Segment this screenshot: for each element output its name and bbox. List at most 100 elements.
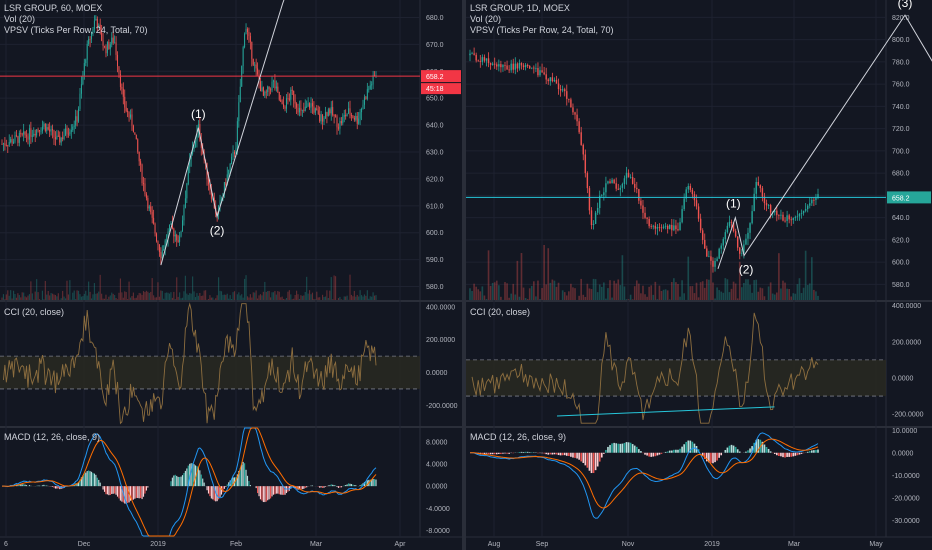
volume-bar	[153, 295, 155, 300]
candle-body	[582, 144, 584, 155]
volume-bar	[648, 286, 650, 300]
candle-body	[520, 62, 523, 66]
macd-histogram-bar	[301, 486, 303, 490]
candle-body	[261, 87, 263, 92]
volume-bar	[245, 275, 247, 300]
macd-histogram-bar	[226, 484, 228, 487]
volume-bar	[675, 282, 677, 300]
macd-signal-line	[1, 427, 377, 537]
macd-histogram-bar	[640, 451, 642, 453]
volume-bar	[518, 296, 521, 300]
volume-bar	[261, 295, 263, 300]
macd-histogram-bar	[209, 486, 211, 497]
right-symbol-title[interactable]: LSR GROUP, 1D, MOEX	[470, 3, 570, 13]
volume-bar	[202, 295, 204, 300]
candle-body	[343, 114, 345, 117]
candle-body	[189, 159, 191, 167]
macd-histogram-bar	[623, 442, 626, 453]
volume-bar	[629, 294, 632, 300]
volume-bar	[775, 292, 778, 300]
left-cci-legend[interactable]: CCI (20, close)	[4, 307, 64, 318]
macd-histogram-bar	[262, 486, 264, 503]
candle-body	[176, 234, 178, 241]
right-cci-label[interactable]: CCI (20, close)	[470, 307, 531, 317]
candle-body	[559, 89, 562, 91]
macd-histogram-bar	[336, 486, 338, 487]
macd-histogram-bar	[747, 450, 749, 453]
macd-tick-label: -4.0000	[426, 506, 450, 513]
macd-signal-line	[469, 438, 819, 509]
volume-bar	[815, 291, 817, 300]
right-cci-legend[interactable]: CCI (20, close)	[470, 307, 530, 318]
volume-bar	[239, 295, 241, 300]
left-macd-legend[interactable]: MACD (12, 26, close, 9)	[4, 432, 100, 443]
time-tick-label: Mar	[310, 541, 323, 548]
macd-histogram-bar	[353, 485, 355, 487]
macd-histogram-bar	[51, 486, 54, 487]
right-chart-panel[interactable]: 820.0 800.0 780.0 760.0 740.0 720.0 700.0 680.0…	[466, 0, 932, 550]
candle-body	[163, 248, 165, 251]
right-macd-legend[interactable]: MACD (12, 26, close, 9)	[470, 432, 566, 443]
macd-histogram-bar	[355, 485, 357, 487]
volume-bar	[76, 290, 78, 300]
volume-bar	[138, 292, 140, 300]
volume-bar	[310, 294, 312, 300]
macd-histogram-bar	[147, 486, 149, 488]
volume-bar	[219, 290, 221, 300]
volume-bar	[749, 284, 751, 300]
volume-bar	[662, 289, 665, 300]
candle-body	[278, 91, 280, 100]
volume-bar	[371, 296, 373, 300]
candle-body	[66, 128, 68, 134]
candle-body	[784, 220, 786, 222]
volume-bar	[297, 294, 299, 300]
volume-bar	[683, 293, 685, 300]
left-symbol-title[interactable]: LSR GROUP, 60, MOEX	[4, 3, 103, 13]
macd-histogram-bar	[280, 486, 282, 495]
volume-bar	[533, 281, 535, 300]
macd-histogram-bar	[574, 452, 576, 458]
volume-bar	[168, 293, 171, 300]
macd-tick-label: 4.0000	[426, 462, 448, 469]
macd-histogram-bar	[761, 441, 764, 453]
candle-body	[143, 183, 145, 184]
volume-bar	[646, 296, 648, 300]
macd-tick-label: -20.0000	[892, 495, 920, 502]
right-macd-label[interactable]: MACD (12, 26, close, 9)	[470, 432, 567, 442]
macd-histogram-bar	[340, 486, 342, 488]
candle-body	[301, 109, 303, 111]
right-volume-label[interactable]: Vol (20)	[470, 14, 502, 24]
candle-body	[326, 112, 328, 117]
volume-bar	[151, 278, 153, 300]
volume-bar	[21, 292, 23, 300]
macd-histogram-bar	[664, 451, 667, 453]
volume-bar	[225, 294, 227, 300]
candle-body	[722, 239, 724, 246]
volume-bar	[154, 297, 156, 300]
left-chart-panel[interactable]: 680.0670.0660.0650.0640.0630.0620.0610.0…	[0, 0, 462, 550]
volume-bar	[291, 299, 293, 300]
left-vpsv-label[interactable]: VPSV (Ticks Per Row, 24, Total, 70)	[4, 25, 148, 35]
right-chart-svg[interactable]: 820.0 800.0 780.0 760.0 740.0 720.0 700.0 680.0…	[466, 0, 932, 550]
left-macd-label[interactable]: MACD (12, 26, close, 9)	[4, 432, 101, 442]
left-cci-label[interactable]: CCI (20, close)	[4, 307, 65, 317]
left-chart-svg[interactable]: 680.0670.0660.0650.0640.0630.0620.0610.0…	[0, 0, 462, 550]
candle-body	[510, 63, 512, 71]
candle-body	[246, 28, 248, 33]
macd-histogram-bar	[811, 450, 813, 453]
time-tick-label: Nov	[622, 541, 635, 548]
panel-divider[interactable]	[462, 0, 466, 550]
volume-bar	[726, 279, 729, 300]
macd-histogram-bar	[782, 452, 784, 458]
macd-histogram-bar	[572, 452, 574, 458]
cci-tick-label: -200.0000	[892, 412, 924, 419]
candle-body	[743, 244, 745, 253]
macd-histogram-bar	[547, 452, 550, 455]
volume-bar	[368, 298, 370, 300]
candle-body	[774, 210, 776, 213]
macd-tick-label: 8.0000	[426, 439, 448, 446]
cci-tick-label: 400.0000	[426, 304, 455, 311]
right-vpsv-label[interactable]: VPSV (Ticks Per Row, 24, Total, 70)	[470, 25, 614, 35]
macd-histogram-bar	[330, 484, 332, 487]
left-volume-label[interactable]: Vol (20)	[4, 14, 36, 24]
